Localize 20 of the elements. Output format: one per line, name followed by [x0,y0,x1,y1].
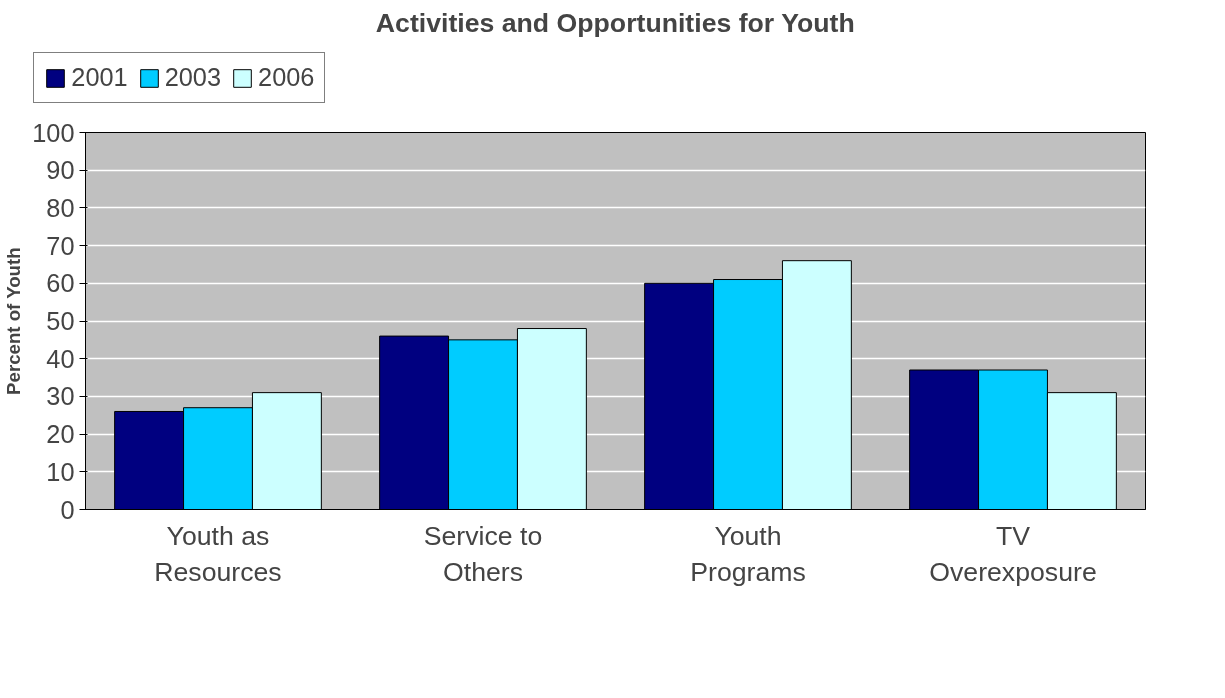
legend-label: 2001 [71,63,128,92]
y-tick-label: 30 [46,382,75,411]
y-tick-label: 20 [46,420,75,449]
y-tick-label: 10 [46,457,75,486]
y-tick-label: 100 [32,118,75,147]
x-tick-label: Youth Programs [690,520,806,587]
y-tick-label: 60 [46,269,75,298]
x-tick-label: Youth as Resources [154,520,282,587]
y-axis-title: Percent of Youth [3,247,25,395]
y-tick-label: 50 [46,307,75,335]
chart-title: Activities and Opportunities for Youth [375,7,855,38]
legend-label: 2003 [164,63,222,92]
x-tick-label: TV Overexposure [929,520,1097,587]
y-tick-label: 90 [46,156,75,185]
legend-label: 2006 [258,63,315,92]
y-tick-label: 80 [46,193,75,222]
y-tick-label: 0 [60,495,75,524]
x-tick-label: Service to Others [423,520,543,587]
y-tick-label: 70 [46,231,75,260]
y-tick-label: 40 [46,344,75,373]
